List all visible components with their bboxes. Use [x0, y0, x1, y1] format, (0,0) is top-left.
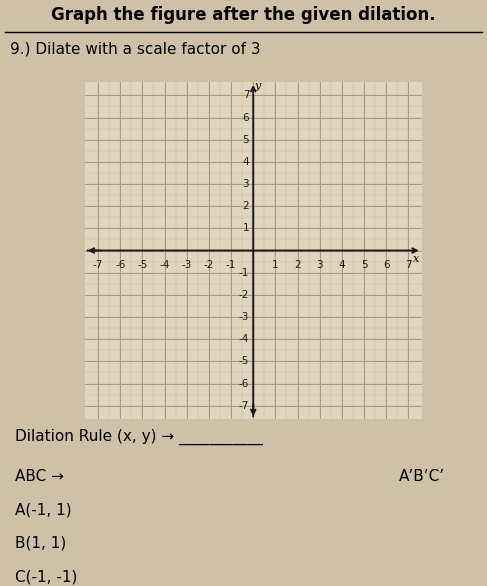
Text: -2: -2	[204, 261, 214, 271]
Text: -5: -5	[137, 261, 148, 271]
Text: 7: 7	[405, 261, 412, 271]
Text: 2: 2	[294, 261, 301, 271]
Text: 2: 2	[243, 201, 249, 211]
Text: -2: -2	[239, 290, 249, 300]
Text: y: y	[254, 81, 261, 91]
Text: -1: -1	[226, 261, 236, 271]
Text: ABC →: ABC →	[15, 469, 63, 484]
Text: 1: 1	[243, 223, 249, 233]
Text: C(-1, -1): C(-1, -1)	[15, 570, 77, 584]
Text: 6: 6	[383, 261, 390, 271]
Text: A’B’C’: A’B’C’	[399, 469, 446, 484]
Text: -3: -3	[182, 261, 192, 271]
Text: x: x	[413, 254, 419, 264]
Text: 1: 1	[272, 261, 279, 271]
Text: 3: 3	[317, 261, 323, 271]
Text: -3: -3	[239, 312, 249, 322]
Text: B(1, 1): B(1, 1)	[15, 536, 66, 551]
Text: 4: 4	[243, 157, 249, 167]
Text: -1: -1	[239, 268, 249, 278]
Text: -4: -4	[239, 334, 249, 344]
Text: -7: -7	[239, 401, 249, 411]
Text: 9.) Dilate with a scale factor of 3: 9.) Dilate with a scale factor of 3	[10, 41, 261, 56]
Text: -6: -6	[115, 261, 126, 271]
Text: -6: -6	[239, 379, 249, 389]
Text: Dilation Rule (x, y) → ___________: Dilation Rule (x, y) → ___________	[15, 429, 262, 445]
Text: 5: 5	[361, 261, 367, 271]
Text: -7: -7	[93, 261, 103, 271]
Text: Graph the figure after the given dilation.: Graph the figure after the given dilatio…	[51, 6, 436, 25]
Text: 5: 5	[243, 135, 249, 145]
Text: 7: 7	[243, 90, 249, 100]
Text: 3: 3	[243, 179, 249, 189]
Text: 6: 6	[243, 113, 249, 122]
Text: 4: 4	[338, 261, 345, 271]
Text: -4: -4	[159, 261, 170, 271]
Text: -5: -5	[239, 356, 249, 366]
Text: A(-1, 1): A(-1, 1)	[15, 503, 71, 517]
